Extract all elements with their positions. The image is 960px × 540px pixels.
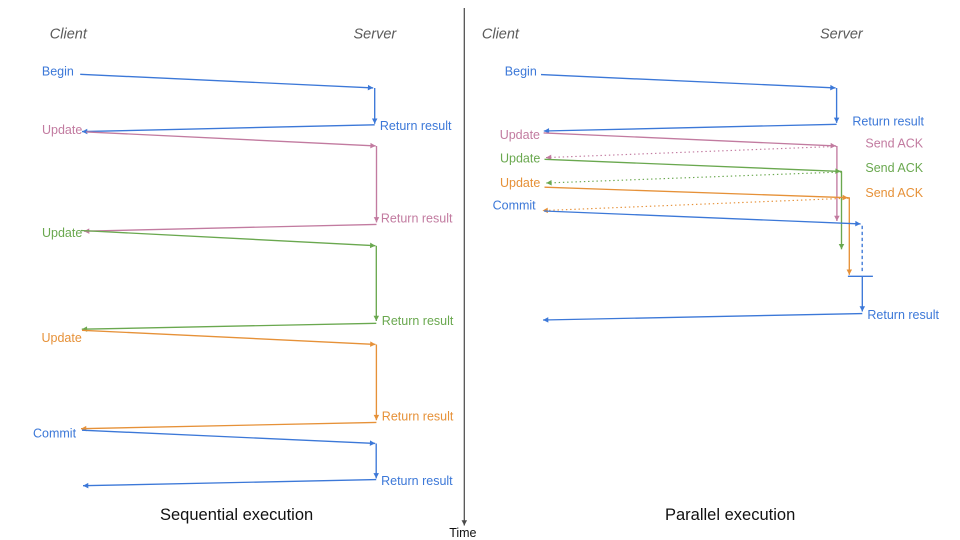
svg-text:Return result: Return result: [381, 474, 453, 488]
svg-text:Send ACK: Send ACK: [865, 161, 923, 175]
svg-text:Time: Time: [449, 526, 476, 540]
svg-text:Client: Client: [482, 27, 520, 43]
svg-text:Server: Server: [820, 27, 864, 43]
svg-text:Update: Update: [42, 331, 82, 345]
svg-text:Send ACK: Send ACK: [865, 186, 923, 200]
svg-text:Return result: Return result: [867, 308, 939, 322]
svg-text:Begin: Begin: [42, 65, 74, 79]
svg-text:Update: Update: [42, 123, 82, 137]
svg-text:Client: Client: [50, 27, 88, 43]
svg-text:Sequential execution: Sequential execution: [160, 506, 313, 524]
svg-text:Update: Update: [500, 128, 540, 142]
svg-text:Update: Update: [42, 226, 82, 240]
svg-text:Begin: Begin: [505, 65, 537, 79]
svg-text:Return result: Return result: [380, 119, 452, 133]
svg-text:Return result: Return result: [381, 212, 453, 226]
svg-text:Commit: Commit: [33, 427, 77, 441]
svg-text:Server: Server: [354, 27, 398, 43]
svg-text:Parallel execution: Parallel execution: [665, 506, 795, 524]
svg-text:Return result: Return result: [382, 314, 454, 328]
svg-text:Update: Update: [500, 176, 540, 190]
svg-text:Return result: Return result: [382, 410, 454, 424]
svg-text:Commit: Commit: [493, 199, 537, 213]
svg-text:Send ACK: Send ACK: [865, 136, 923, 150]
svg-text:Return result: Return result: [852, 114, 924, 128]
svg-text:Update: Update: [500, 151, 540, 165]
